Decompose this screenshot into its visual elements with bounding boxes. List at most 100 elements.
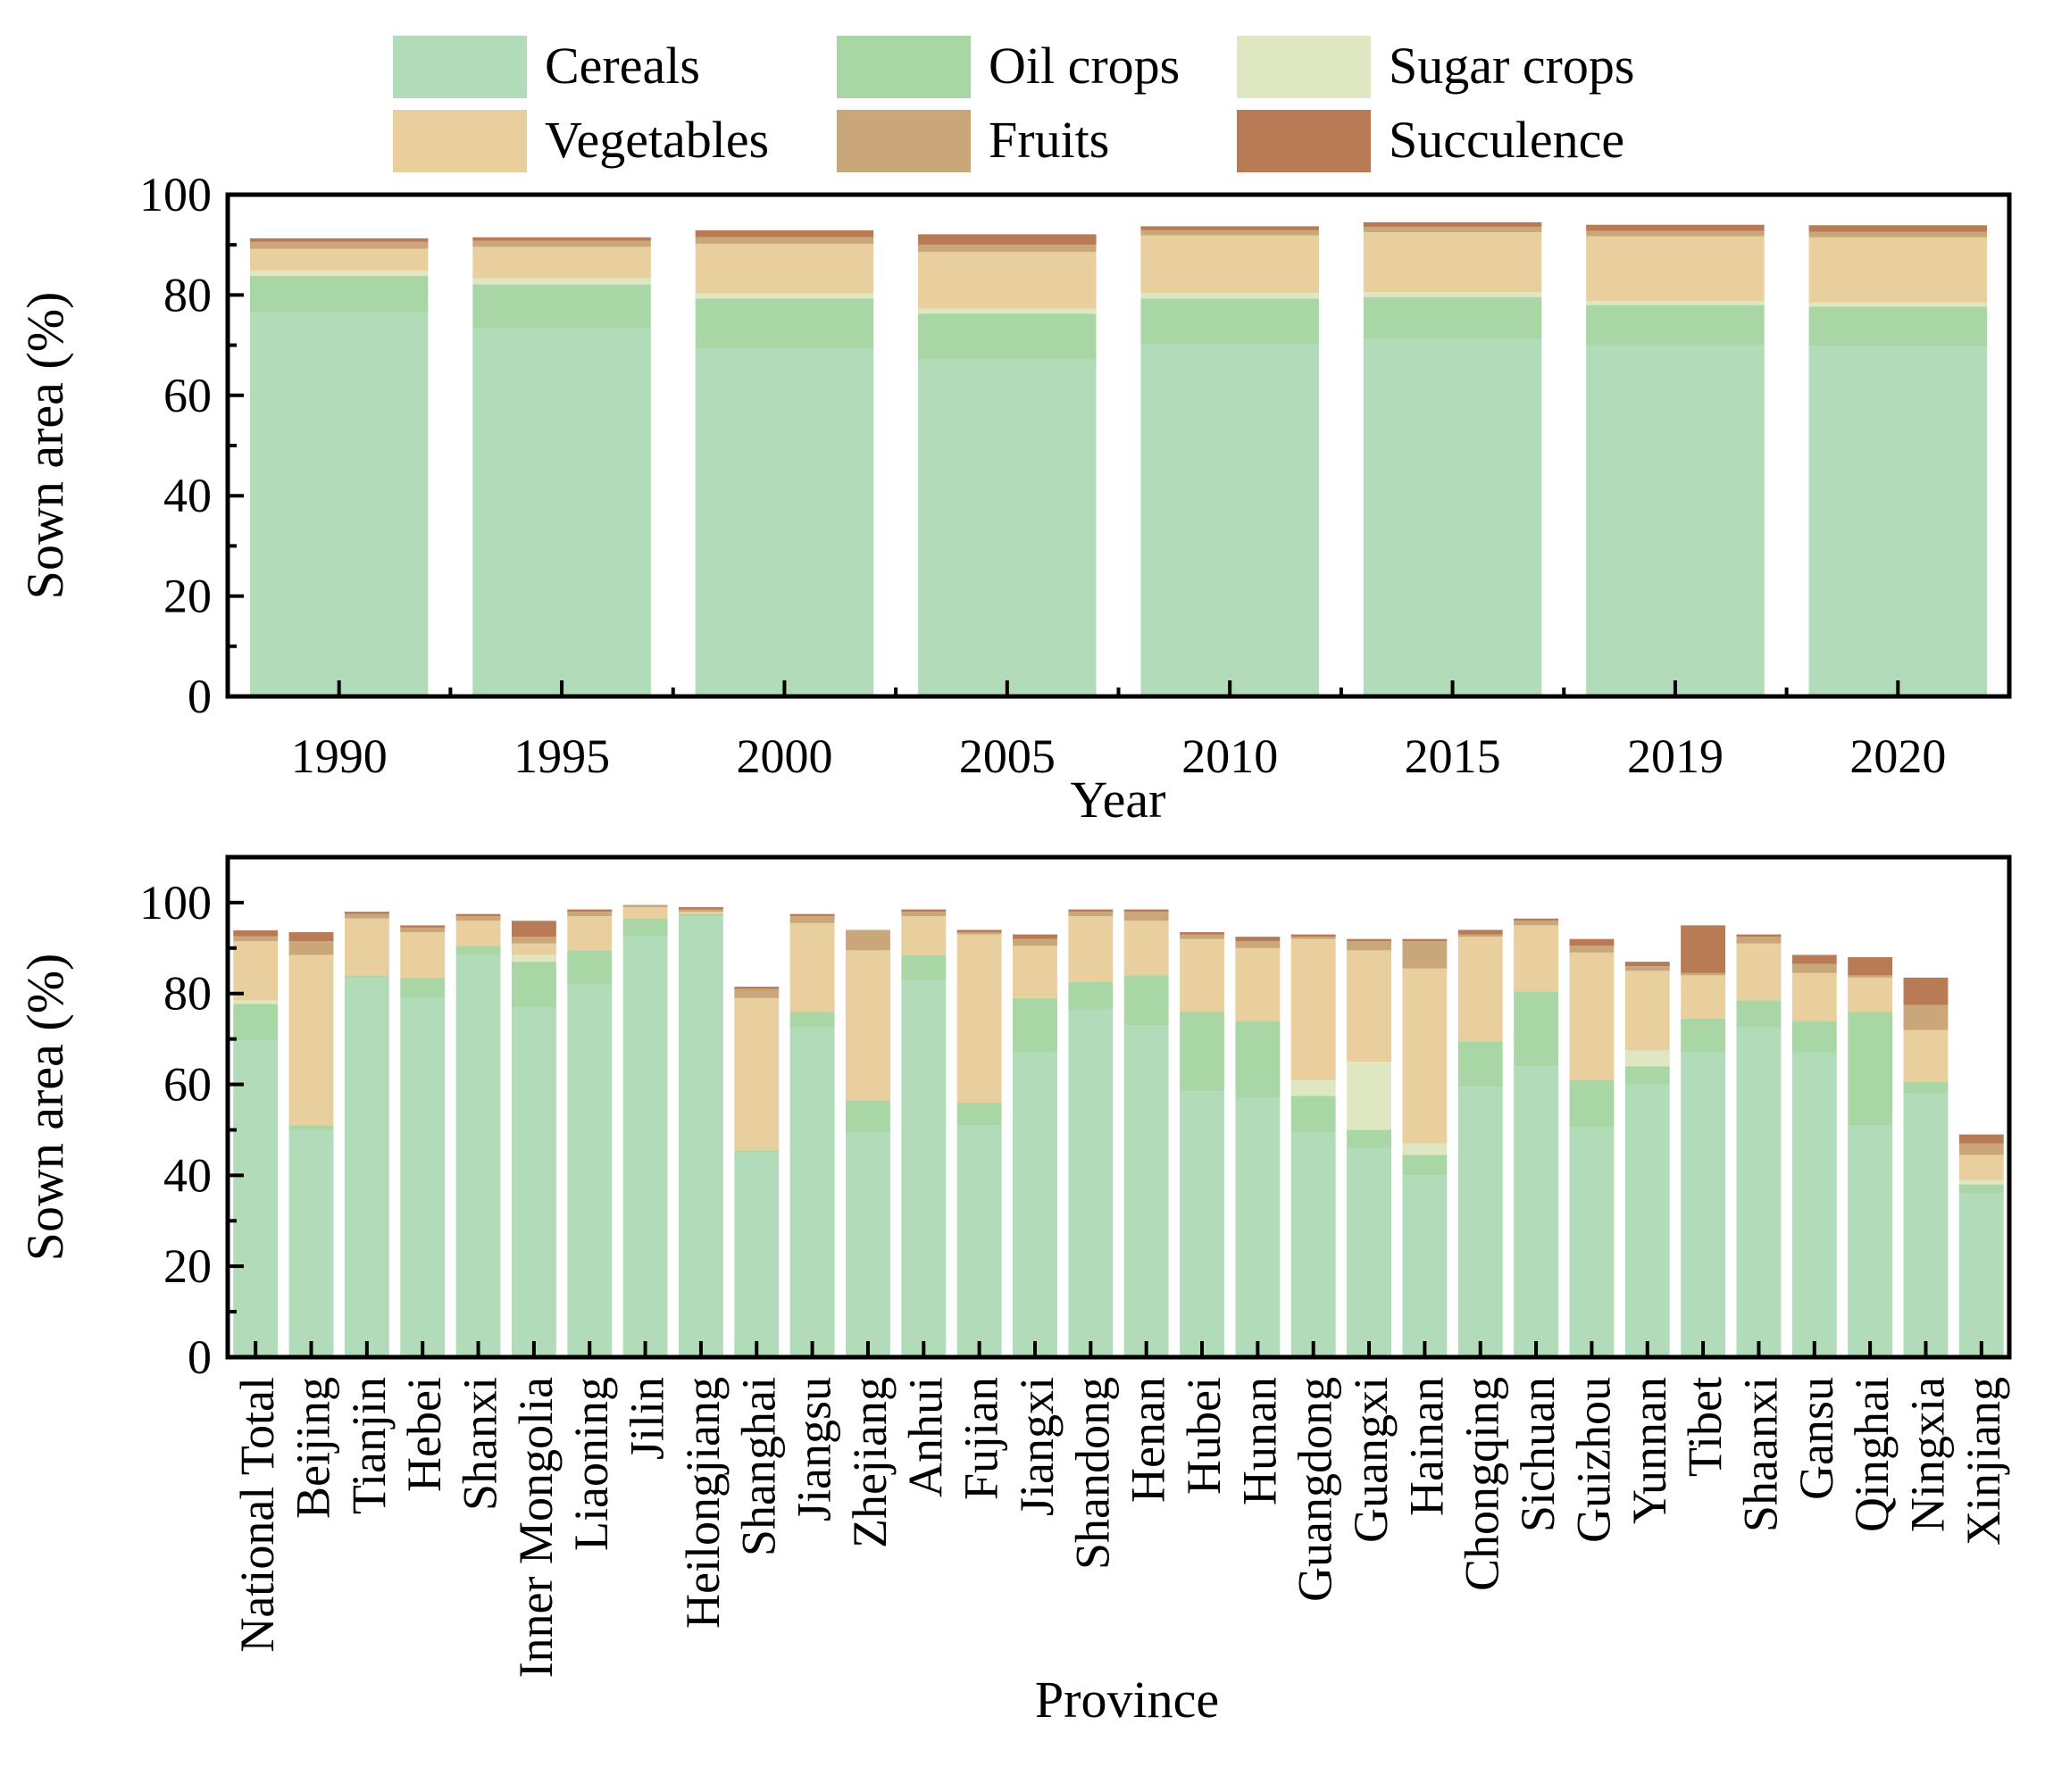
segment-succulence (400, 925, 446, 928)
segment-oil-crops (1808, 306, 1988, 347)
x-tick-label: Henan (1122, 1377, 1175, 1503)
segment-oil-crops (233, 1004, 279, 1041)
segment-sugar-crops (1140, 293, 1319, 299)
x-tick-label: Beijing (287, 1377, 340, 1519)
segment-vegetables (1140, 235, 1319, 294)
segment-succulence (1363, 221, 1542, 227)
segment-vegetables (1290, 938, 1336, 1080)
segment-cereals (511, 1007, 556, 1357)
bar-2005 (918, 234, 1097, 696)
segment-succulence (1808, 225, 1988, 232)
x-tick-label: 2010 (1181, 729, 1278, 783)
segment-oil-crops (567, 950, 613, 985)
x-tick-label: Qinghai (1845, 1377, 1899, 1532)
bar-inner-mongolia (511, 921, 556, 1357)
bar-2010 (1140, 226, 1319, 696)
bar-xinjiang (1958, 1134, 2004, 1357)
x-tick-label: Jiangsu (788, 1377, 841, 1521)
year-bars (249, 221, 1988, 696)
segment-oil-crops (1068, 982, 1114, 1010)
segment-oil-crops (918, 313, 1097, 360)
segment-fruits (233, 936, 279, 942)
segment-oil-crops (1140, 298, 1319, 344)
legend-label: Sugar crops (1389, 37, 1634, 95)
bar-yunnan (1624, 962, 1670, 1357)
segment-sugar-crops (233, 1000, 279, 1004)
bar-guizhou (1569, 938, 1615, 1357)
segment-fruits (1068, 912, 1114, 917)
segment-oil-crops (695, 298, 874, 348)
segment-cereals (1514, 1066, 1559, 1357)
segment-fruits (1624, 966, 1670, 971)
segment-oil-crops (1958, 1184, 2004, 1194)
x-tick-label: Gansu (1790, 1377, 1843, 1500)
segment-succulence (511, 921, 556, 938)
y-tick-label: 100 (139, 876, 212, 929)
panel-by-year: 1990 1995 2000 2005 2010 2015 2019 2020 0 20 40 60 8… (16, 168, 2012, 829)
segment-succulence (789, 913, 835, 917)
bar-2019 (1586, 224, 1765, 696)
segment-succulence (1347, 938, 1391, 942)
segment-fruits (1347, 941, 1391, 951)
segment-cereals (288, 1129, 334, 1357)
y-axis-title-bottom: Sown area (%) (16, 954, 74, 1262)
segment-vegetables (1514, 925, 1559, 992)
segment-oil-crops (472, 284, 651, 329)
segment-oil-crops (846, 1100, 890, 1132)
panel-by-province: National Total Beijing Tianjin Hebei Shanxi I… (16, 854, 2012, 1729)
legend-item-cereals: Cereals (393, 36, 700, 98)
segment-oil-crops (1736, 1000, 1782, 1028)
segment-fruits (1013, 938, 1057, 946)
bar-shanxi (455, 913, 501, 1357)
segment-oil-crops (734, 1150, 780, 1153)
segment-oil-crops (1586, 304, 1765, 346)
bar-heilongjiang (678, 907, 723, 1357)
segment-vegetables (1363, 232, 1542, 293)
segment-cereals (678, 916, 723, 1357)
bar-1990 (249, 238, 429, 696)
segment-fruits (1791, 963, 1837, 973)
x-tick-label: Chongqing (1456, 1377, 1509, 1591)
segment-cereals (1013, 1052, 1057, 1357)
segment-vegetables (789, 922, 835, 1013)
segment-vegetables (1402, 968, 1448, 1144)
segment-oil-crops (901, 954, 947, 980)
x-tick-label: Anhui (898, 1377, 952, 1497)
segment-fruits (1848, 975, 1893, 978)
segment-oil-crops (1402, 1154, 1448, 1176)
segment-fruits (400, 927, 446, 932)
segment-succulence (249, 238, 429, 242)
segment-succulence (288, 932, 334, 942)
bar-shaanxi (1736, 934, 1782, 1357)
segment-vegetables (1848, 977, 1893, 1013)
segment-vegetables (400, 932, 446, 978)
segment-fruits (901, 912, 947, 917)
segment-cereals (1958, 1193, 2004, 1357)
segment-fruits (695, 237, 874, 245)
bar-zhejiang (846, 929, 890, 1357)
segment-vegetables (1958, 1154, 2004, 1180)
segment-oil-crops (1903, 1082, 1949, 1094)
segment-oil-crops (1180, 1012, 1224, 1092)
segment-cereals (455, 954, 501, 1357)
segment-fruits (455, 916, 501, 921)
segment-vegetables (1569, 952, 1615, 1080)
bar-guangxi (1347, 938, 1391, 1357)
segment-cereals (1235, 1097, 1281, 1357)
segment-sugar-crops (472, 278, 651, 285)
x-tick-label: Yunnan (1623, 1377, 1676, 1524)
segment-cereals (1791, 1052, 1837, 1357)
segment-cereals (472, 328, 651, 696)
segment-fruits (1235, 941, 1281, 948)
segment-cereals (1347, 1147, 1391, 1357)
segment-oil-crops (1681, 1018, 1726, 1053)
segment-vegetables (734, 997, 780, 1151)
segment-succulence (233, 929, 279, 937)
bar-beijing (288, 932, 334, 1357)
legend-swatch (837, 110, 971, 172)
legend-swatch (1237, 36, 1371, 98)
segment-fruits (1903, 1004, 1949, 1030)
segment-oil-crops (400, 977, 446, 998)
x-tick-label: Fujian (955, 1377, 1008, 1500)
x-tick-label: 2019 (1627, 729, 1724, 783)
